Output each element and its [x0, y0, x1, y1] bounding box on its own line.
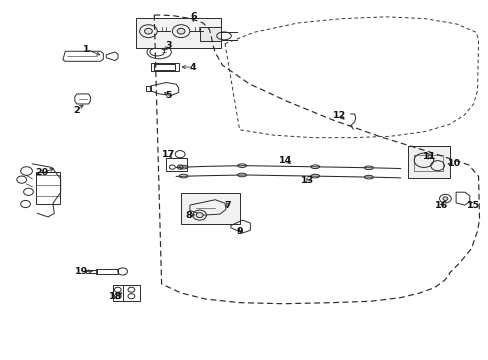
Text: 10: 10	[447, 159, 460, 168]
Bar	[154, 64, 175, 70]
Text: 17: 17	[162, 150, 175, 159]
Text: 5: 5	[165, 91, 172, 100]
Text: 6: 6	[190, 12, 196, 21]
Bar	[145, 86, 151, 91]
Text: 3: 3	[165, 41, 172, 50]
Text: 20: 20	[36, 168, 49, 177]
Text: 14: 14	[279, 156, 292, 165]
Circle shape	[144, 28, 152, 34]
Text: 18: 18	[108, 292, 122, 301]
Text: 8: 8	[184, 211, 191, 220]
Bar	[36, 172, 60, 204]
Bar	[407, 146, 448, 178]
Text: 1: 1	[82, 45, 89, 54]
Bar	[113, 285, 140, 301]
Bar	[181, 193, 239, 224]
Circle shape	[177, 28, 184, 34]
Circle shape	[442, 197, 447, 201]
Text: 4: 4	[190, 63, 196, 72]
Text: 2: 2	[73, 105, 80, 114]
Text: 9: 9	[236, 228, 243, 237]
Bar	[96, 269, 118, 274]
Text: 7: 7	[224, 201, 230, 210]
Text: 16: 16	[434, 201, 447, 210]
Text: 15: 15	[466, 201, 479, 210]
Text: 12: 12	[332, 111, 346, 120]
Text: 13: 13	[301, 176, 314, 185]
Bar	[136, 18, 221, 48]
Text: 11: 11	[422, 152, 435, 161]
Bar	[86, 270, 97, 273]
Text: 19: 19	[74, 267, 87, 276]
Bar	[199, 27, 221, 41]
Bar	[151, 63, 179, 71]
Bar	[165, 158, 186, 171]
Circle shape	[196, 213, 203, 218]
